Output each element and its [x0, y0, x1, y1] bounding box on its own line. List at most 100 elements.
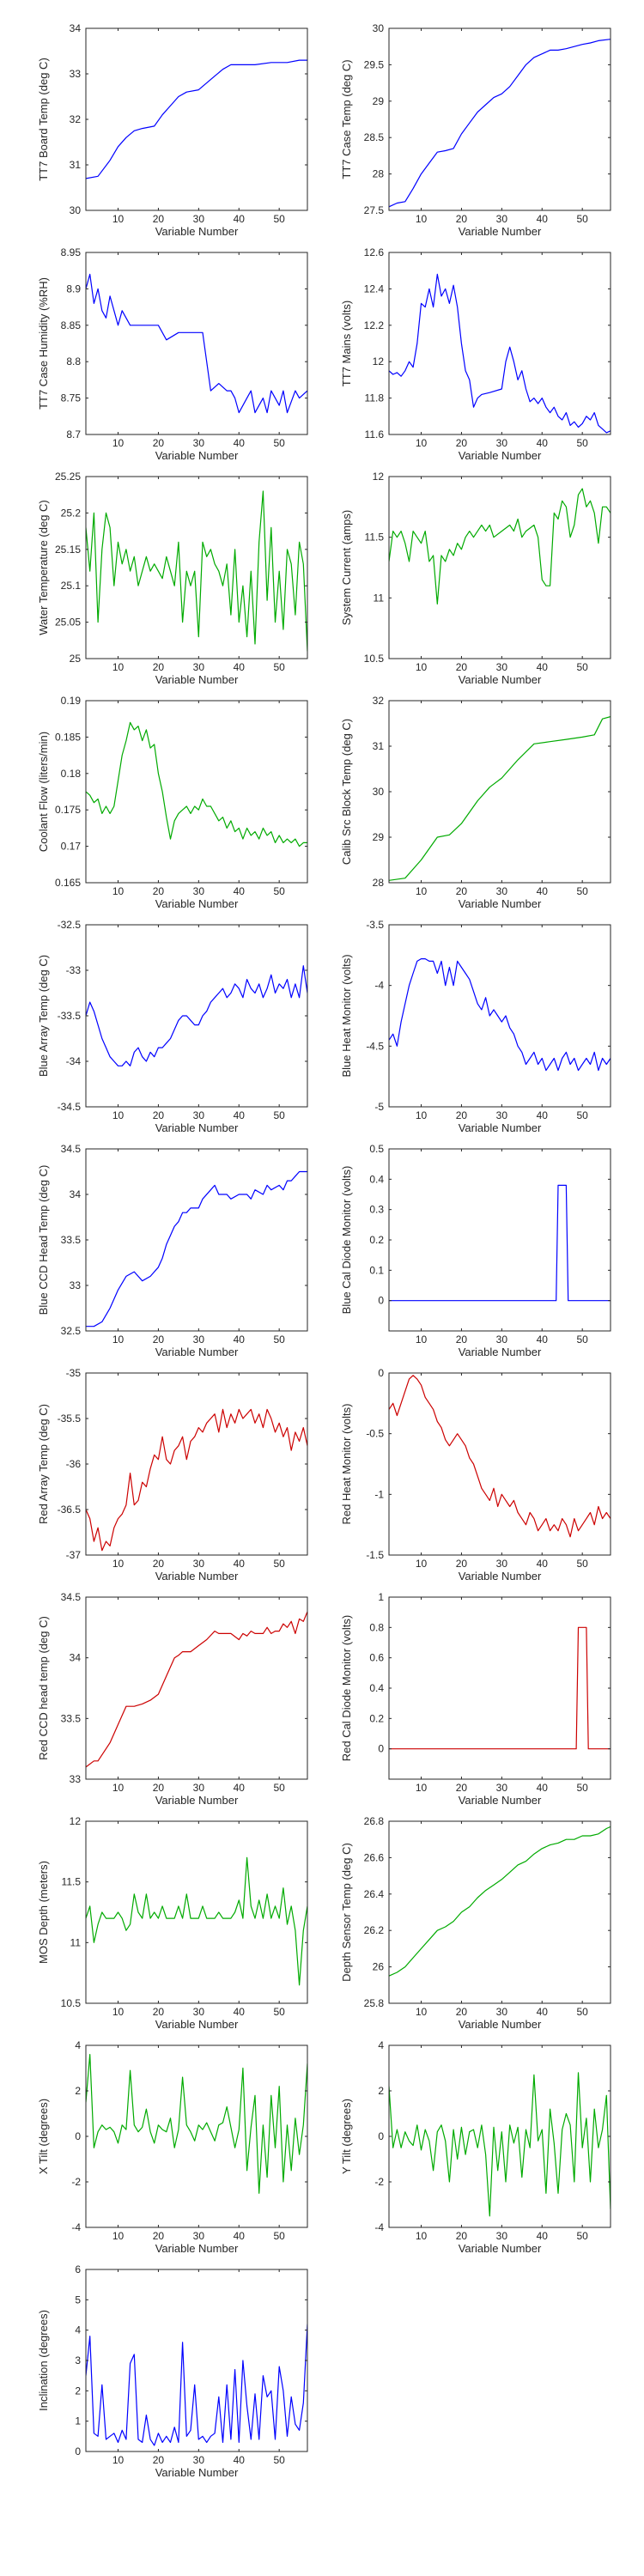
- plot-area: [86, 477, 307, 659]
- x-tick-label: 30: [193, 1109, 205, 1121]
- x-tick-label: 30: [193, 2006, 205, 2018]
- y-tick-label: 0.175: [55, 804, 81, 816]
- x-tick-label: 40: [234, 2230, 246, 2242]
- y-tick-label: 5: [75, 2293, 81, 2306]
- y-axis-label: Coolant Flow (liters/min): [37, 732, 50, 852]
- y-tick-label: 11.6: [365, 428, 385, 440]
- x-tick-label: 20: [456, 2230, 468, 2242]
- x-tick-label: 20: [456, 1558, 468, 1570]
- y-axis-label: Blue Array Temp (deg C): [37, 955, 50, 1077]
- y-tick-label: 28: [373, 168, 385, 180]
- x-tick-label: 30: [193, 1334, 205, 1346]
- y-tick-label: 0.19: [61, 695, 82, 707]
- x-axis-label: Variable Number: [155, 897, 239, 910]
- plot-area: [389, 1821, 611, 2003]
- y-tick-label: 0: [75, 2445, 81, 2458]
- series-line: [86, 2324, 307, 2446]
- x-tick-label: 30: [193, 1558, 205, 1570]
- x-axis-label: Variable Number: [459, 2242, 542, 2255]
- x-tick-label: 20: [153, 2230, 165, 2242]
- chart-panel: 10 20 30 40 50 -4 -2 0 2 4 Variable Number Y Tilt (…: [340, 2039, 611, 2255]
- x-tick-label: 30: [193, 2230, 205, 2242]
- series-line: [389, 2072, 611, 2217]
- x-tick-label: 10: [112, 213, 125, 225]
- x-tick-label: 40: [234, 437, 246, 449]
- y-tick-label: 0.3: [369, 1204, 384, 1216]
- x-tick-label: 10: [112, 2454, 125, 2466]
- y-tick-label: 11.5: [62, 1876, 82, 1888]
- x-tick-label: 50: [576, 437, 588, 449]
- y-axis-label: Blue Heat Monitor (volts): [340, 954, 353, 1077]
- x-axis-label: Variable Number: [155, 2018, 239, 2031]
- y-tick-label: -0.5: [366, 1428, 384, 1440]
- series-line: [86, 965, 307, 1066]
- series-line: [389, 1826, 611, 1977]
- plot-area: [86, 1821, 307, 2003]
- y-tick-label: 0.185: [55, 731, 81, 743]
- y-tick-label: 0: [378, 1743, 384, 1755]
- x-tick-label: 40: [234, 885, 246, 897]
- plot-area: [389, 477, 611, 659]
- chart-panel: 10 20 30 40 50 25 25.05 25.1 25.15 25.2 25.25 Varia…: [37, 471, 308, 686]
- x-tick-label: 10: [112, 2230, 125, 2242]
- y-tick-label: -5: [374, 1101, 384, 1113]
- chart-panel: 10 20 30 40 50 -5 -4.5 -4 -3.5 Variable Number Blu…: [340, 919, 611, 1134]
- x-axis-label: Variable Number: [459, 225, 542, 238]
- x-tick-label: 10: [416, 1558, 428, 1570]
- x-tick-label: 20: [456, 885, 468, 897]
- y-tick-label: 33: [70, 1279, 82, 1291]
- x-tick-label: 50: [576, 1558, 588, 1570]
- plot-area: [86, 925, 307, 1107]
- x-tick-label: 40: [234, 1109, 246, 1121]
- y-axis-label: Red Cal Diode Monitor (volts): [340, 1615, 353, 1762]
- series-line: [389, 716, 611, 881]
- y-tick-label: -34: [66, 1055, 82, 1067]
- series-line: [86, 273, 307, 414]
- plot-area: [389, 2045, 611, 2227]
- y-axis-label: Red Heat Monitor (volts): [340, 1404, 353, 1525]
- x-tick-label: 10: [112, 1334, 125, 1346]
- x-tick-label: 50: [273, 213, 285, 225]
- x-tick-label: 20: [153, 885, 165, 897]
- y-tick-label: 34: [70, 1652, 82, 1664]
- y-tick-label: 0: [378, 1367, 384, 1379]
- chart-panel: 10 20 30 40 50 -34.5 -34 -33.5 -33 -32.5 Variable …: [37, 919, 308, 1134]
- y-axis-label: TT7 Board Temp (deg C): [37, 58, 50, 181]
- x-tick-label: 40: [234, 1782, 246, 1794]
- y-tick-label: 4: [75, 2324, 81, 2336]
- x-tick-label: 40: [537, 2006, 549, 2018]
- x-axis-label: Variable Number: [155, 1346, 239, 1358]
- y-tick-label: 1: [378, 1591, 384, 1603]
- y-tick-label: 8.9: [66, 283, 81, 295]
- x-axis-label: Variable Number: [459, 1570, 542, 1583]
- x-tick-label: 50: [273, 437, 285, 449]
- series-line: [389, 39, 611, 208]
- y-tick-label: 2: [75, 2385, 81, 2397]
- axes-frame: [388, 1372, 611, 1556]
- y-tick-label: 0.8: [369, 1621, 384, 1633]
- x-tick-label: 20: [153, 437, 165, 449]
- x-tick-label: 20: [153, 1334, 165, 1346]
- x-tick-label: 10: [112, 2006, 125, 2018]
- plot-area: [86, 1597, 307, 1779]
- y-tick-label: 0.6: [369, 1652, 384, 1664]
- x-tick-label: 20: [456, 661, 468, 673]
- axes-frame: [85, 1820, 308, 2004]
- x-axis-label: Variable Number: [155, 1121, 239, 1134]
- x-tick-label: 30: [496, 2006, 508, 2018]
- x-tick-label: 10: [416, 661, 428, 673]
- y-tick-label: 0.5: [369, 1143, 384, 1155]
- y-tick-label: -3.5: [366, 919, 384, 931]
- x-tick-label: 50: [576, 2006, 588, 2018]
- y-tick-label: -32.5: [58, 919, 82, 931]
- x-axis-label: Variable Number: [459, 2018, 542, 2031]
- y-axis-label: Water Temperature (deg C): [37, 500, 50, 635]
- series-line: [389, 957, 611, 1072]
- x-axis-label: Variable Number: [459, 449, 542, 462]
- plot-area: [86, 252, 307, 434]
- x-tick-label: 10: [112, 1782, 125, 1794]
- x-tick-label: 20: [153, 2006, 165, 2018]
- plot-area: [86, 1373, 307, 1555]
- x-tick-label: 50: [273, 1334, 285, 1346]
- y-tick-label: 10.5: [364, 653, 385, 665]
